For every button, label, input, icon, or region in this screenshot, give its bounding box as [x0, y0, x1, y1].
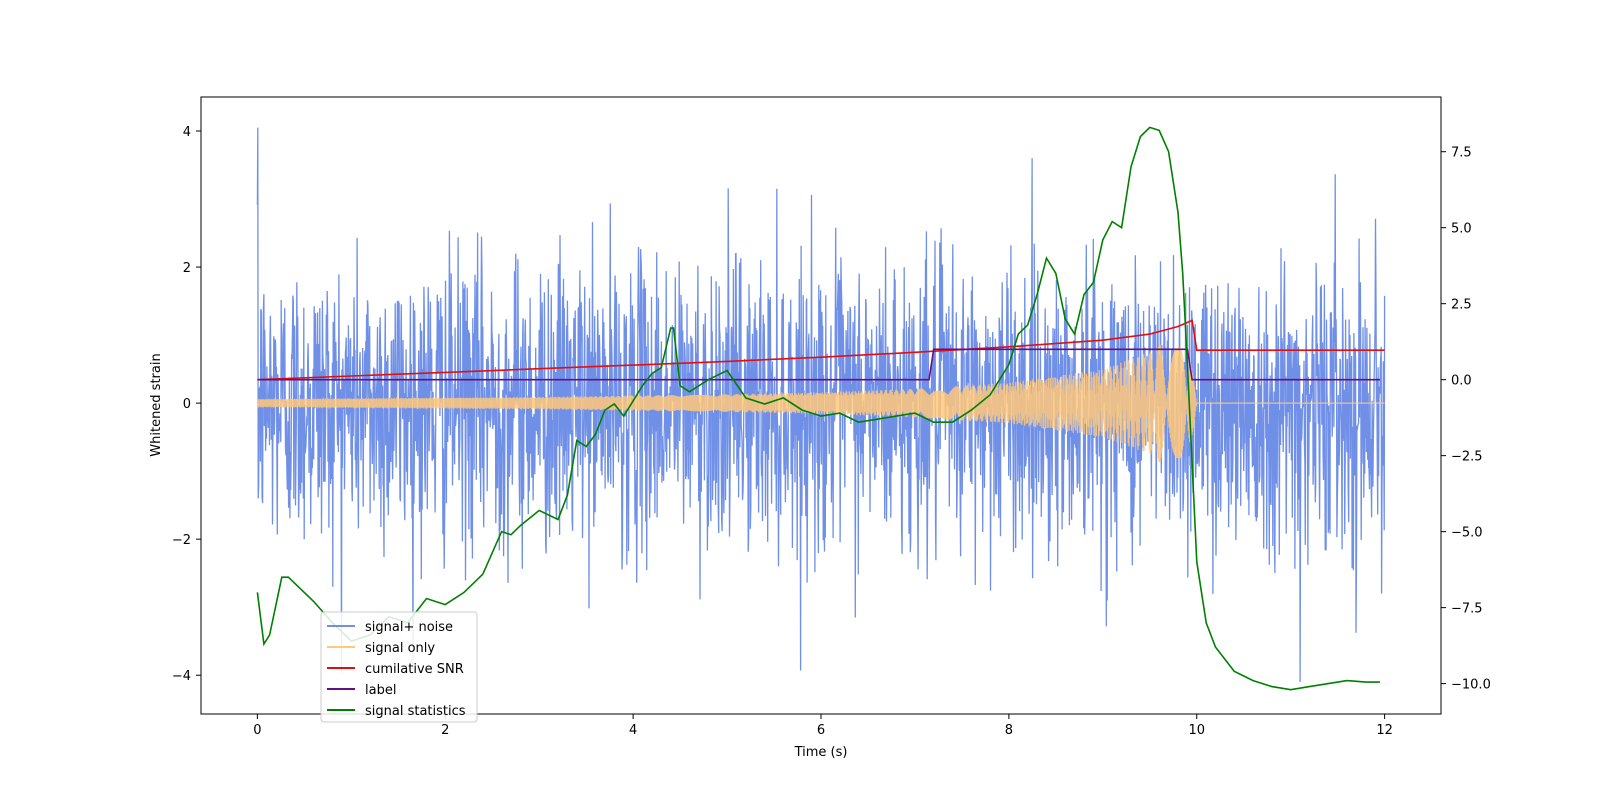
series-cumulative-snr — [257, 319, 1385, 381]
y-tick-label: −2 — [172, 533, 191, 548]
series-signal-only — [256, 344, 1385, 463]
legend-label: signal statistics — [365, 704, 466, 719]
x-tick-label: 0 — [253, 723, 261, 738]
x-tick-label: 8 — [1005, 723, 1013, 738]
y2-tick-label: 0.0 — [1451, 374, 1472, 389]
y-tick-label: 2 — [183, 261, 191, 276]
series-signal-statistics — [256, 126, 1380, 691]
legend-box — [320, 611, 478, 723]
x-tick-label: 12 — [1376, 723, 1393, 738]
x-tick-label: 10 — [1188, 723, 1205, 738]
legend-label: label — [365, 683, 396, 698]
legend-label: cumilative SNR — [365, 662, 464, 677]
x-tick-label: 4 — [629, 723, 637, 738]
y-axis-label: Whitened strain — [149, 353, 164, 456]
legend: signal+ noise signal only cumilative SNR la… — [320, 611, 478, 723]
y2-tick-label: −5.0 — [1451, 526, 1483, 541]
y2-tick-label: −7.5 — [1451, 602, 1483, 617]
y-axis-left: 4 2 0 −2 −4 — [172, 125, 201, 684]
series-signal-plus-noise — [256, 127, 1386, 683]
y2-tick-label: −2.5 — [1451, 450, 1483, 465]
y-axis-right: 7.5 5.0 2.5 0.0 −2.5 −5.0 −7.5 −10.0 — [1441, 146, 1491, 693]
legend-label: signal+ noise — [365, 620, 453, 635]
y-tick-label: 4 — [183, 125, 191, 140]
x-axis: 0 2 4 6 8 10 12 — [253, 714, 1393, 738]
x-axis-label: Time (s) — [794, 745, 848, 760]
y2-tick-label: −10.0 — [1451, 678, 1491, 693]
y-tick-label: −4 — [172, 669, 191, 684]
y-tick-label: 0 — [183, 397, 191, 412]
series-group — [256, 126, 1386, 691]
legend-label: signal only — [365, 641, 435, 656]
y2-tick-label: 5.0 — [1451, 222, 1472, 237]
y2-tick-label: 7.5 — [1451, 146, 1472, 161]
series-label — [257, 348, 1380, 381]
x-tick-label: 2 — [441, 723, 449, 738]
y2-tick-label: 2.5 — [1451, 298, 1472, 313]
plot-area — [256, 126, 1386, 691]
x-tick-label: 6 — [817, 723, 825, 738]
